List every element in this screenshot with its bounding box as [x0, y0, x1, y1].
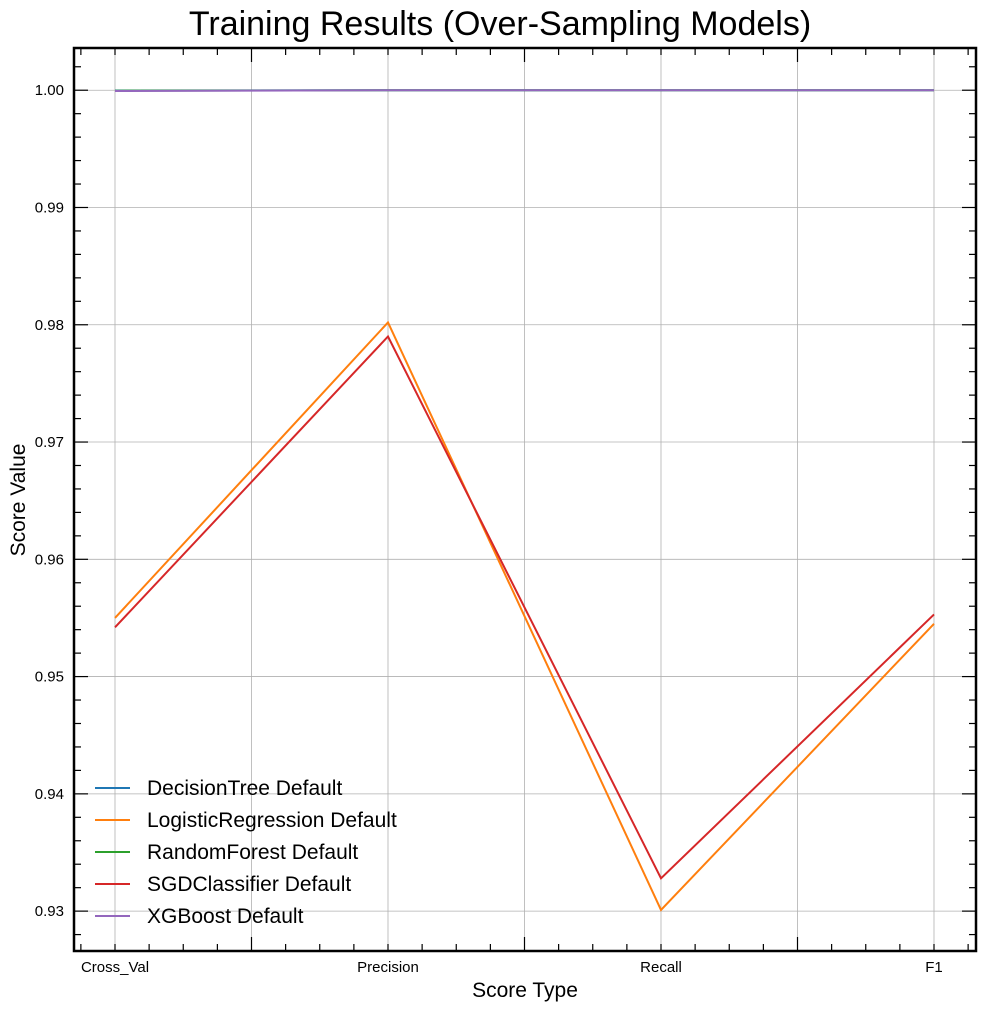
y-tick-label: 0.94 [35, 786, 64, 803]
series-line-xgboost-default [114, 89, 934, 93]
legend-item: RandomForest Default [95, 841, 358, 864]
legend-label: LogisticRegression Default [147, 809, 397, 832]
series-line-sgdclassifier-default [114, 334, 935, 880]
y-tick-label: 1.00 [35, 82, 64, 99]
legend-label: XGBoost Default [147, 905, 304, 928]
y-tick-label: 0.95 [35, 669, 64, 686]
y-tick-label: 0.99 [35, 199, 64, 216]
legend-label: SGDClassifier Default [147, 873, 351, 896]
grid [74, 48, 976, 951]
y-axis-label: Score Value [7, 444, 30, 557]
x-tick-label: Recall [640, 959, 682, 976]
chart-title: Training Results (Over-Sampling Models) [189, 5, 811, 43]
y-tick-label: 0.96 [35, 551, 64, 568]
y-tick-label: 0.98 [35, 317, 64, 334]
x-tick-labels: Cross_Val Precision Recall F1 [81, 959, 943, 976]
y-tick-label: 0.93 [35, 903, 64, 920]
series-lines [114, 89, 935, 912]
y-tick-label: 0.97 [35, 434, 64, 451]
legend-item: SGDClassifier Default [95, 873, 351, 896]
x-tick-label: Precision [357, 959, 419, 976]
x-axis-label: Score Type [472, 979, 578, 1002]
legend-label: RandomForest Default [147, 841, 358, 864]
legend-item: LogisticRegression Default [95, 809, 397, 832]
legend-item: XGBoost Default [95, 905, 304, 928]
y-tick-labels: 0.93 0.94 0.95 0.96 0.97 0.98 0.99 1.00 [35, 82, 64, 920]
legend: DecisionTree Default LogisticRegression D… [95, 777, 397, 928]
legend-item: DecisionTree Default [95, 777, 342, 800]
x-tick-label: Cross_Val [81, 959, 149, 976]
plot-frame [72, 46, 978, 953]
legend-label: DecisionTree Default [147, 777, 342, 800]
x-tick-label: F1 [925, 959, 943, 976]
series-line-logisticregression-default [114, 320, 935, 912]
